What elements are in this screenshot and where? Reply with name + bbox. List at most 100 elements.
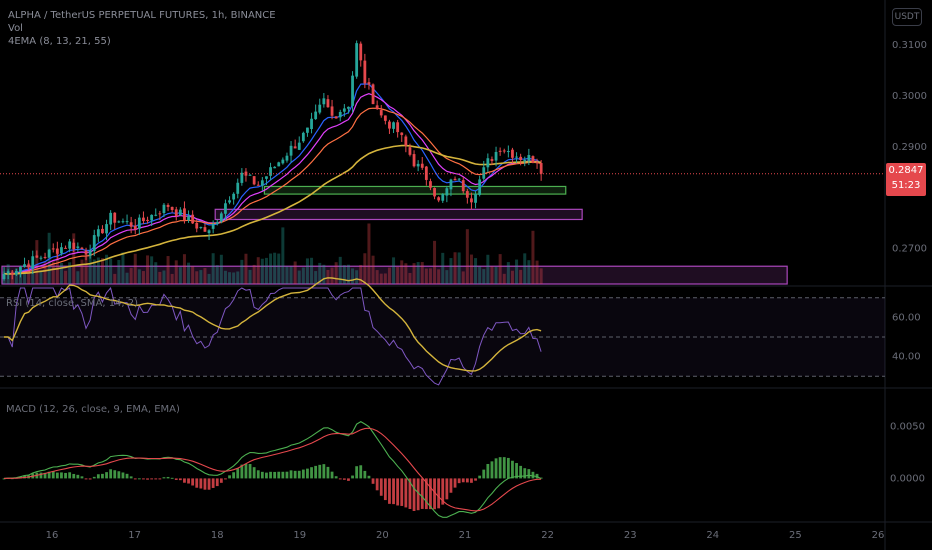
candle-body	[306, 127, 309, 133]
volume-bar	[43, 261, 47, 284]
symbol-line: ALPHA / TetherUS PERPETUAL FUTURES, 1h, …	[8, 10, 276, 21]
candle	[535, 158, 539, 169]
candle-body	[47, 249, 51, 258]
time-tick-label: 19	[293, 530, 306, 541]
candle-body	[400, 132, 404, 136]
volume-bar	[125, 272, 129, 284]
volume-bar	[150, 256, 154, 284]
candle-body	[474, 194, 477, 203]
candle	[19, 265, 22, 278]
volume-bar	[351, 268, 355, 284]
macd-histogram-bar	[470, 478, 473, 483]
macd-histogram-bar	[351, 475, 354, 479]
candle	[306, 127, 309, 137]
volume-bar	[113, 273, 117, 284]
candle	[27, 260, 31, 271]
candle-body	[420, 163, 424, 168]
macd-histogram-bar	[502, 457, 506, 479]
candle-body	[445, 188, 449, 196]
candle	[109, 210, 113, 231]
macd-histogram-bar	[486, 463, 490, 479]
candle-body	[371, 84, 375, 105]
candle-body	[92, 235, 96, 252]
macd-histogram-bar	[129, 476, 133, 479]
macd-histogram-bar	[326, 466, 330, 479]
macd-histogram-bar	[338, 478, 342, 480]
volume-bar	[76, 271, 80, 284]
candle-body	[142, 217, 145, 222]
ema-label: 4EMA (8, 13, 21, 55)	[8, 36, 111, 47]
volume-bar	[80, 259, 84, 284]
candle	[2, 267, 6, 281]
candle	[347, 106, 350, 114]
candle	[539, 160, 543, 181]
volume-bar	[359, 264, 363, 284]
candle-body	[502, 150, 506, 152]
candle	[511, 147, 514, 164]
candle	[72, 238, 76, 253]
candle-body	[101, 228, 104, 234]
signal-line	[3, 427, 542, 512]
candle-body	[334, 116, 338, 119]
rsi-tick-label: 60.00	[892, 312, 921, 323]
volume-bar	[510, 270, 514, 284]
candle-body	[199, 226, 203, 228]
candle-body	[14, 270, 18, 275]
volume-bar	[207, 273, 211, 284]
volume-bar	[109, 258, 113, 284]
candle-body	[527, 155, 531, 161]
candle-body	[162, 204, 166, 214]
macd-histogram-bar	[355, 466, 359, 479]
macd-histogram-bar	[404, 478, 408, 508]
candle	[146, 216, 149, 224]
macd-histogram-bar	[158, 478, 162, 480]
volume-bar	[326, 269, 330, 284]
macd-histogram-bar	[420, 478, 424, 509]
volume-bar	[191, 266, 195, 284]
candle-body	[137, 217, 141, 229]
volume-bar	[531, 230, 535, 284]
candle	[219, 211, 223, 224]
macd-histogram-bar	[183, 478, 186, 483]
volume-bar	[39, 270, 43, 284]
candle-body	[68, 241, 72, 249]
currency-button[interactable]: USDT	[892, 8, 922, 26]
volume-bar	[158, 271, 162, 284]
candle	[277, 161, 281, 167]
candle-body	[273, 166, 277, 169]
candle-body	[355, 43, 359, 77]
candle	[55, 241, 59, 259]
candle-body	[96, 229, 100, 237]
candle	[14, 268, 18, 277]
candle	[265, 176, 268, 186]
candle	[269, 162, 272, 181]
candle-body	[150, 214, 154, 221]
last-price-value: 0.2847	[888, 165, 924, 176]
volume-bar	[154, 262, 158, 284]
candle-body	[511, 149, 514, 158]
candle-body	[396, 122, 400, 133]
candle	[515, 152, 518, 163]
candle	[404, 134, 408, 153]
time-tick-label: 26	[872, 530, 885, 541]
candle-body	[310, 118, 313, 130]
macd-histogram-bar	[228, 475, 231, 479]
candle	[207, 229, 211, 241]
candle-body	[170, 206, 174, 210]
volume-bar	[519, 269, 523, 284]
macd-histogram-bar	[265, 472, 268, 479]
volume-bar	[322, 264, 326, 284]
macd-histogram-bar	[203, 478, 207, 490]
volume-bar	[506, 262, 510, 284]
candle	[252, 176, 256, 186]
macd-histogram-bar	[416, 478, 420, 511]
candle	[457, 177, 461, 182]
macd-histogram-bar	[133, 478, 137, 480]
volume-bar	[121, 252, 125, 284]
volume-bar	[371, 255, 375, 284]
candle	[289, 141, 293, 163]
candle-body	[2, 273, 6, 280]
macd-histogram-bar	[412, 478, 416, 511]
candle	[203, 223, 207, 232]
